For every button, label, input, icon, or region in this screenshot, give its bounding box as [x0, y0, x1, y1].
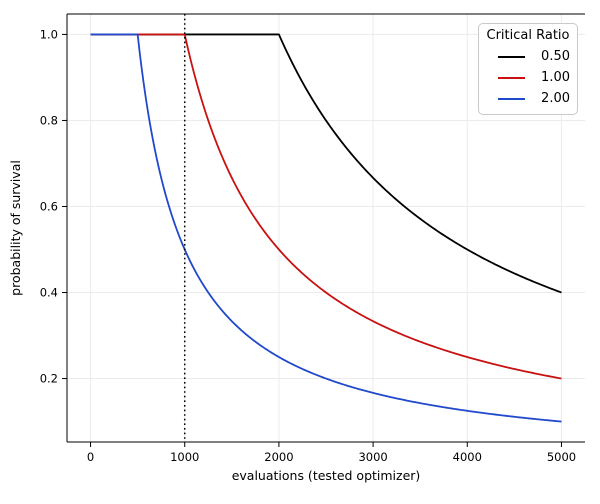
x-axis-label: evaluations (tested optimizer) [232, 468, 421, 483]
y-axis-label: probability of survival [8, 160, 23, 296]
y-tick-label-0.2: 0.2 [40, 372, 58, 386]
x-tick-label-5000: 5000 [547, 450, 576, 464]
series-line-1.00 [90, 33, 562, 380]
axis-tick-labels: 0 1000 2000 3000 4000 5000 0.2 0.4 0.6 0.8 1.0 [40, 27, 576, 464]
axis-tick-marks [62, 33, 562, 447]
x-tick-label-4000: 4000 [453, 450, 482, 464]
x-tick-label-2000: 2000 [264, 450, 293, 464]
series-line-0.50 [90, 33, 562, 294]
axes-spines [66, 13, 585, 443]
legend-entry-label: 1.00 [541, 70, 570, 85]
legend-entry-0.50: 0.50 [486, 46, 570, 67]
legend-entry-2.00: 2.00 [486, 88, 570, 109]
legend-title: Critical Ratio [486, 28, 570, 43]
legend-line-swatch-2.00 [498, 97, 525, 100]
legend-entry-label: 2.00 [541, 91, 570, 106]
y-tick-label-0.4: 0.4 [40, 286, 58, 300]
data-series-lines [90, 33, 562, 423]
legend: Critical Ratio 0.50 1.00 2.00 [478, 23, 578, 115]
x-tick-label-1000: 1000 [170, 450, 199, 464]
legend-line-swatch-0.50 [498, 55, 525, 58]
series-line-2.00 [90, 33, 562, 423]
legend-entries: 0.50 1.00 2.00 [486, 46, 570, 109]
legend-entry-1.00: 1.00 [486, 67, 570, 88]
x-tick-label-0: 0 [87, 450, 94, 464]
x-tick-label-3000: 3000 [358, 450, 387, 464]
y-tick-label-0.8: 0.8 [40, 113, 58, 127]
legend-entry-label: 0.50 [541, 49, 570, 64]
legend-line-swatch-1.00 [498, 76, 525, 79]
y-tick-label-1.0: 1.0 [40, 27, 58, 41]
y-tick-label-0.6: 0.6 [40, 199, 58, 213]
